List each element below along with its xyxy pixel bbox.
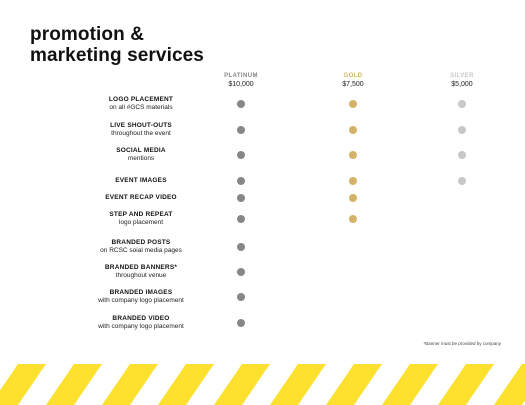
included-dot-platinum bbox=[237, 194, 245, 202]
tier-header-platinum: PLATINUM $10,000 bbox=[196, 73, 286, 89]
service-name: EVENT IMAGES bbox=[115, 177, 167, 184]
tier-price: $5,000 bbox=[451, 81, 473, 88]
service-description: logo placement bbox=[118, 219, 164, 226]
tier-name: GOLD bbox=[343, 73, 363, 79]
service-description: with company logo placement bbox=[98, 297, 184, 304]
service-name: BRANDED BANNERS* bbox=[104, 264, 178, 271]
hazard-stripe bbox=[214, 364, 270, 405]
footnote: *Banner must be provided by company bbox=[423, 341, 501, 346]
page-title: promotion & marketing services bbox=[30, 24, 204, 66]
hazard-stripe bbox=[270, 364, 326, 405]
included-dot-gold bbox=[349, 215, 357, 223]
service-row-label: BRANDED VIDEO with company logo placement bbox=[58, 315, 224, 331]
page-title-line-1: promotion & bbox=[30, 24, 145, 45]
service-description: mentions bbox=[127, 155, 155, 162]
page-title-line-2: marketing services bbox=[30, 45, 204, 66]
hazard-stripe bbox=[46, 364, 102, 405]
service-name: EVENT RECAP VIDEO bbox=[105, 194, 177, 201]
tier-name: PLATINUM bbox=[224, 73, 258, 79]
service-description: on RCSC soial media pages bbox=[100, 247, 182, 254]
service-name: LIVE SHOUT-OUTS bbox=[110, 122, 172, 129]
hazard-stripe bbox=[494, 364, 525, 405]
included-dot-silver bbox=[458, 151, 466, 159]
included-dot-gold bbox=[349, 126, 357, 134]
included-dot-platinum bbox=[237, 268, 245, 276]
included-dot-silver bbox=[458, 100, 466, 108]
service-row-label: BRANDED IMAGES with company logo placemen… bbox=[58, 289, 224, 305]
hazard-stripe bbox=[326, 364, 382, 405]
included-dot-silver bbox=[458, 177, 466, 185]
service-name: SOCIAL MEDIA bbox=[116, 147, 166, 154]
included-dot-platinum bbox=[237, 100, 245, 108]
service-name: BRANDED IMAGES bbox=[109, 289, 173, 296]
tier-header-gold: GOLD $7,500 bbox=[308, 73, 398, 89]
service-name: BRANDED POSTS bbox=[111, 239, 171, 246]
hazard-stripe bbox=[382, 364, 438, 405]
service-description: on all #GCS materials bbox=[109, 104, 173, 111]
service-row-label: BRANDED POSTS on RCSC soial media pages bbox=[58, 239, 224, 255]
included-dot-gold bbox=[349, 194, 357, 202]
service-name: LOGO PLACEMENT bbox=[108, 96, 174, 103]
hazard-stripe bbox=[102, 364, 158, 405]
included-dot-platinum bbox=[237, 151, 245, 159]
service-description: throughout venue bbox=[115, 272, 167, 279]
service-name: BRANDED VIDEO bbox=[112, 315, 170, 322]
included-dot-gold bbox=[349, 177, 357, 185]
service-row-label: SOCIAL MEDIA mentions bbox=[58, 147, 224, 163]
included-dot-platinum bbox=[237, 319, 245, 327]
included-dot-gold bbox=[349, 151, 357, 159]
tier-name: SILVER bbox=[450, 73, 474, 79]
tier-price: $10,000 bbox=[228, 81, 254, 88]
service-row-label: BRANDED BANNERS* throughout venue bbox=[58, 264, 224, 280]
included-dot-silver bbox=[458, 126, 466, 134]
service-row-label: EVENT IMAGES bbox=[58, 177, 224, 185]
service-description: throughout the event bbox=[111, 130, 171, 137]
service-name: STEP AND REPEAT bbox=[109, 211, 173, 218]
service-row-label: LOGO PLACEMENT on all #GCS materials bbox=[58, 96, 224, 112]
service-row-label: STEP AND REPEAT logo placement bbox=[58, 211, 224, 227]
included-dot-platinum bbox=[237, 243, 245, 251]
service-row-label: LIVE SHOUT-OUTS throughout the event bbox=[58, 122, 224, 138]
tier-price: $7,500 bbox=[342, 81, 364, 88]
hazard-stripe bbox=[158, 364, 214, 405]
hazard-stripe bbox=[0, 364, 46, 405]
included-dot-platinum bbox=[237, 177, 245, 185]
service-row-label: EVENT RECAP VIDEO bbox=[58, 194, 224, 202]
hazard-stripes-banner bbox=[0, 364, 525, 405]
tier-header-silver: SILVER $5,000 bbox=[417, 73, 507, 89]
included-dot-platinum bbox=[237, 293, 245, 301]
hazard-stripe bbox=[438, 364, 494, 405]
included-dot-platinum bbox=[237, 126, 245, 134]
included-dot-platinum bbox=[237, 215, 245, 223]
service-description: with company logo placement bbox=[98, 323, 184, 330]
included-dot-gold bbox=[349, 100, 357, 108]
